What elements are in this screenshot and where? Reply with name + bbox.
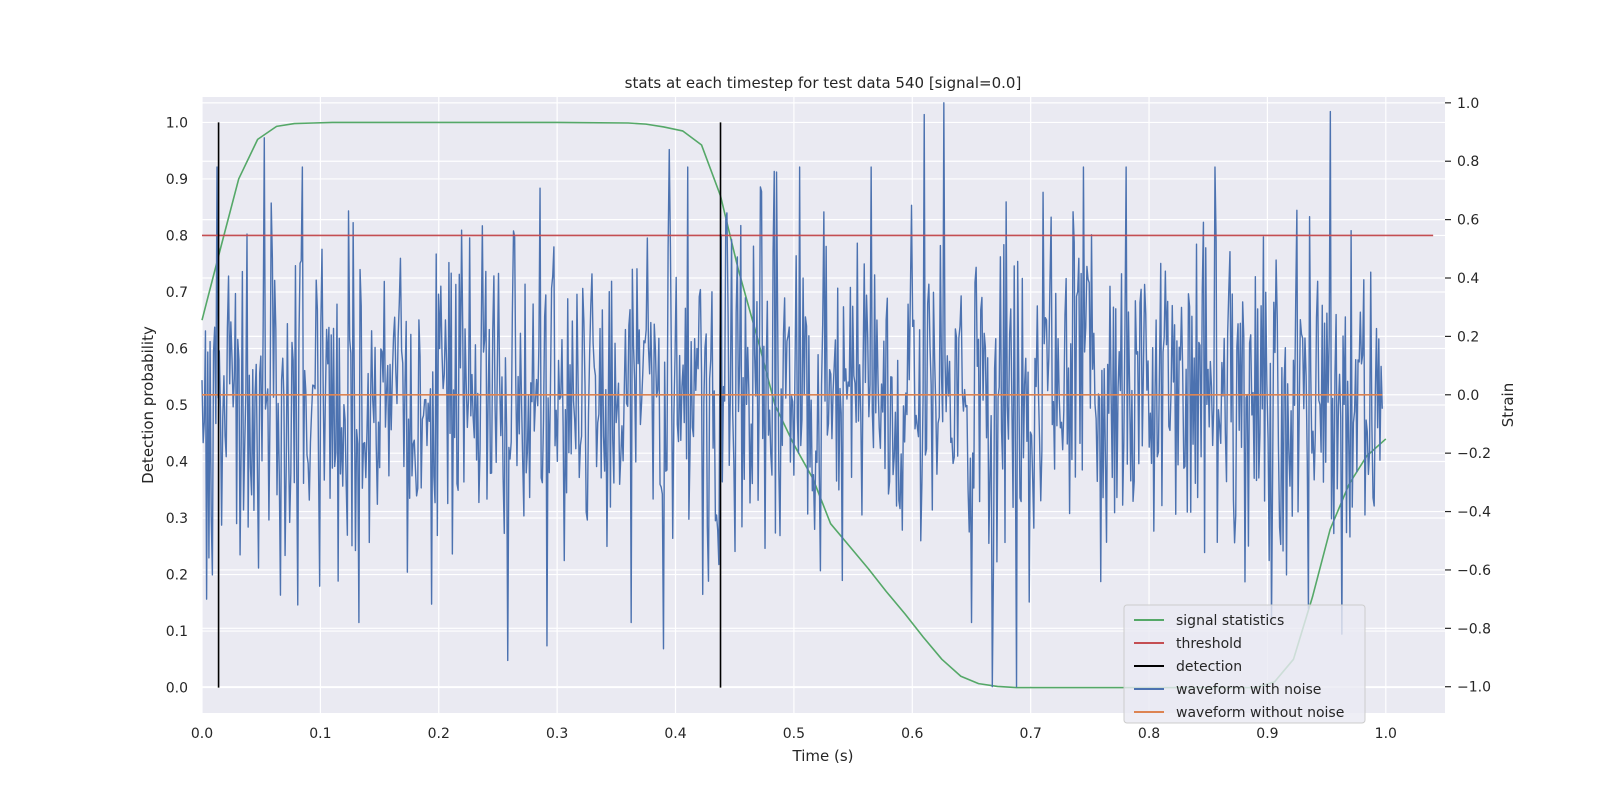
x-tick-labels: 0.0 0.1 0.2 0.3 0.4 0.5 0.6 0.7 0.8 0.9 1.0: [191, 726, 1397, 742]
y-tick-label: 0.4: [166, 455, 188, 471]
legend-label: threshold: [1176, 636, 1242, 652]
y-tick-label: 1.0: [166, 115, 188, 131]
x-tick-label: 0.0: [191, 726, 213, 742]
x-tick-label: 0.7: [1020, 726, 1042, 742]
y2-tick-label: 0.0: [1457, 388, 1479, 404]
y-tick-label: 0.1: [166, 624, 188, 640]
y-tick-label: 0.7: [166, 285, 188, 301]
detections-layer: [217, 122, 722, 688]
y2-tick-label: 1.0: [1457, 96, 1479, 112]
y2-tick-label: −0.6: [1457, 563, 1491, 579]
y2-tick-label: −1.0: [1457, 680, 1491, 696]
y-tick-label: 0.6: [166, 341, 188, 357]
x-tick-label: 0.8: [1138, 726, 1160, 742]
chart-title: stats at each timestep for test data 540…: [625, 74, 1022, 92]
x-tick-label: 1.0: [1375, 726, 1397, 742]
y2-tick-label: 0.2: [1457, 329, 1479, 345]
y2-tick-label: 0.8: [1457, 154, 1479, 170]
x-tick-label: 0.4: [664, 726, 686, 742]
y-tick-label: 0.0: [166, 681, 188, 697]
y-tick-label: 0.3: [166, 511, 188, 527]
y2-tick-label: −0.8: [1457, 621, 1491, 637]
legend-label: signal statistics: [1176, 613, 1284, 629]
y-tick-label: 0.9: [166, 172, 188, 188]
legend-label: waveform without noise: [1176, 705, 1344, 721]
x-tick-label: 0.9: [1256, 726, 1278, 742]
y-tick-label: 0.8: [166, 228, 188, 244]
legend-label: detection: [1176, 659, 1242, 675]
y-tick-label: 0.2: [166, 568, 188, 584]
x-tick-label: 0.2: [428, 726, 450, 742]
x-tick-label: 0.5: [783, 726, 805, 742]
y-tick-labels: 0.0 0.1 0.2 0.3 0.4 0.5 0.6 0.7 0.8 0.9 1.0: [166, 115, 188, 696]
x-tick-label: 0.3: [546, 726, 568, 742]
x-tick-label: 0.1: [309, 726, 331, 742]
y2-axis-label: Strain: [1499, 383, 1517, 427]
x-tick-label: 0.6: [901, 726, 923, 742]
y2-tick-label: 0.4: [1457, 271, 1479, 287]
y2-tick-label: −0.2: [1457, 446, 1491, 462]
x-axis-label: Time (s): [792, 747, 854, 765]
series-waveform-with-noise: [201, 102, 1383, 688]
y-tick-label: 0.5: [166, 398, 188, 414]
legend-label: waveform with noise: [1176, 682, 1321, 698]
y2-tick-labels: −1.0 −0.8 −0.6 −0.4 −0.2 0.0 0.2 0.4 0.6 0.8 1.0: [1445, 96, 1491, 696]
y2-tick-label: −0.4: [1457, 505, 1491, 521]
y-axis-label: Detection probability: [139, 326, 157, 484]
legend-box: [1123, 604, 1366, 724]
y2-tick-label: 0.6: [1457, 213, 1479, 229]
legend: signal statistics threshold detection wavef…: [1123, 604, 1366, 724]
